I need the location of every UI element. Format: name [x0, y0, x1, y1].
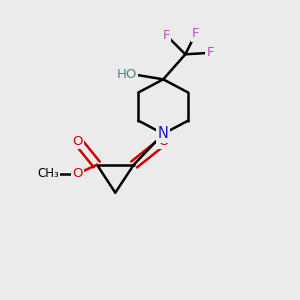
Text: O: O: [73, 135, 83, 148]
Text: O: O: [158, 135, 169, 148]
Text: F: F: [207, 46, 214, 59]
Text: F: F: [192, 27, 200, 40]
Text: N: N: [158, 126, 169, 141]
Text: HO: HO: [116, 68, 137, 81]
Text: CH₃: CH₃: [38, 167, 59, 180]
Text: O: O: [73, 167, 83, 180]
Text: F: F: [162, 29, 170, 42]
